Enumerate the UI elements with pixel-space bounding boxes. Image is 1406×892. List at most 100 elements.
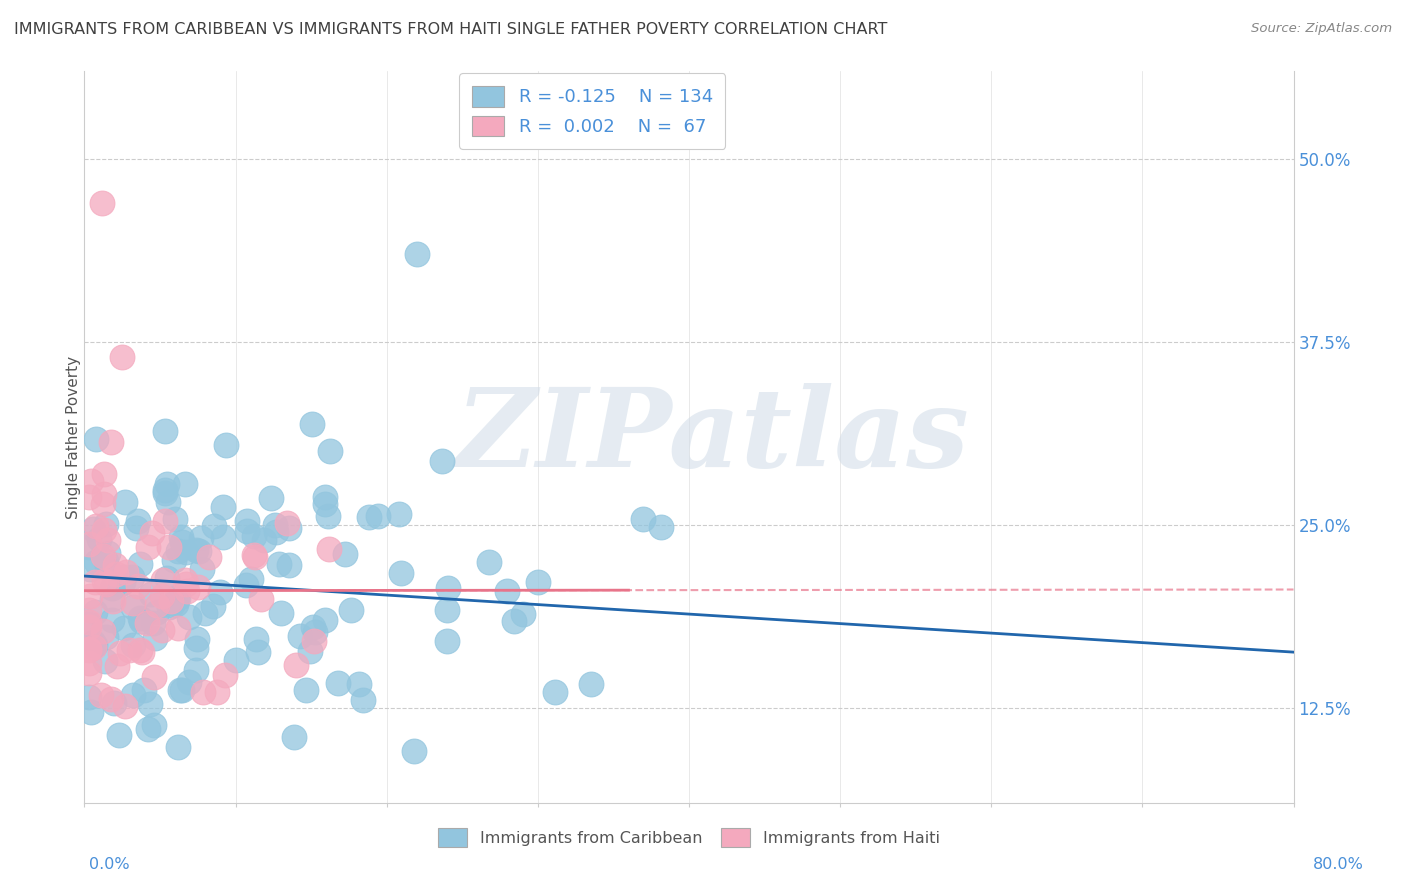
Point [156,477,179,491]
Point [174,577,197,591]
Point [108,728,131,742]
Point [243,549,266,564]
Point [139,587,162,601]
Point [129,557,152,571]
Point [136,540,159,554]
Point [333,547,356,561]
Point [152,573,174,587]
Point [101,613,124,627]
Point [352,693,374,707]
Point [131,645,153,659]
Point [267,557,290,571]
Point [101,581,124,595]
Point [359,509,381,524]
Point [79,705,101,719]
Point [260,491,283,506]
Point [631,512,654,526]
Point [301,417,323,432]
Point [132,683,155,698]
Point [105,566,128,581]
Point [94,630,117,644]
Point [150,623,173,637]
Point [100,591,122,606]
Point [91,497,114,511]
Point [155,483,177,497]
Point [94,553,117,567]
Point [77,617,100,632]
Point [478,555,501,569]
Point [302,620,325,634]
Point [318,541,340,556]
Point [125,521,148,535]
Point [93,574,115,588]
Point [150,590,173,604]
Point [139,697,162,711]
Point [121,600,143,615]
Point [389,566,412,580]
Point [143,718,166,732]
Point [201,599,224,614]
Point [77,620,100,634]
Point [90,688,112,702]
Point [209,585,232,599]
Point [193,606,215,620]
Point [93,467,115,481]
Point [77,657,100,671]
Point [157,495,180,509]
Point [191,685,214,699]
Point [77,540,100,554]
Point [211,530,233,544]
Point [155,425,177,439]
Point [294,683,316,698]
Point [82,522,104,536]
Point [146,605,169,619]
Point [243,548,266,562]
Point [404,743,426,757]
Point [115,566,138,580]
Point [112,621,135,635]
Point [91,624,114,639]
Point [136,615,159,630]
Point [302,633,325,648]
Point [191,562,214,576]
Point [270,606,292,620]
Point [111,575,134,590]
Text: ZIPatlas: ZIPatlas [456,384,970,491]
Point [319,444,342,458]
Point [96,576,118,591]
Point [87,532,110,546]
Point [314,497,336,511]
Point [121,570,143,584]
Point [243,528,266,542]
Point [202,519,225,533]
Point [141,525,163,540]
Point [129,611,152,625]
Point [236,524,259,539]
Point [146,598,169,612]
Point [290,629,312,643]
Point [83,640,105,654]
Point [186,663,208,677]
Point [157,540,180,554]
Point [163,552,186,566]
Point [79,561,101,575]
Point [186,543,208,558]
Point [127,579,149,593]
Point [84,519,107,533]
Point [240,573,263,587]
Point [205,685,228,699]
Point [167,544,190,558]
Point [110,577,132,591]
Point [122,639,145,653]
Text: Source: ZipAtlas.com: Source: ZipAtlas.com [1251,22,1392,36]
Point [579,676,602,690]
Point [86,432,108,446]
Point [264,517,287,532]
Point [114,495,136,509]
Point [122,688,145,702]
Point [93,523,115,537]
Point [367,509,389,524]
Point [436,582,458,596]
Point [93,487,115,501]
Point [143,631,166,645]
